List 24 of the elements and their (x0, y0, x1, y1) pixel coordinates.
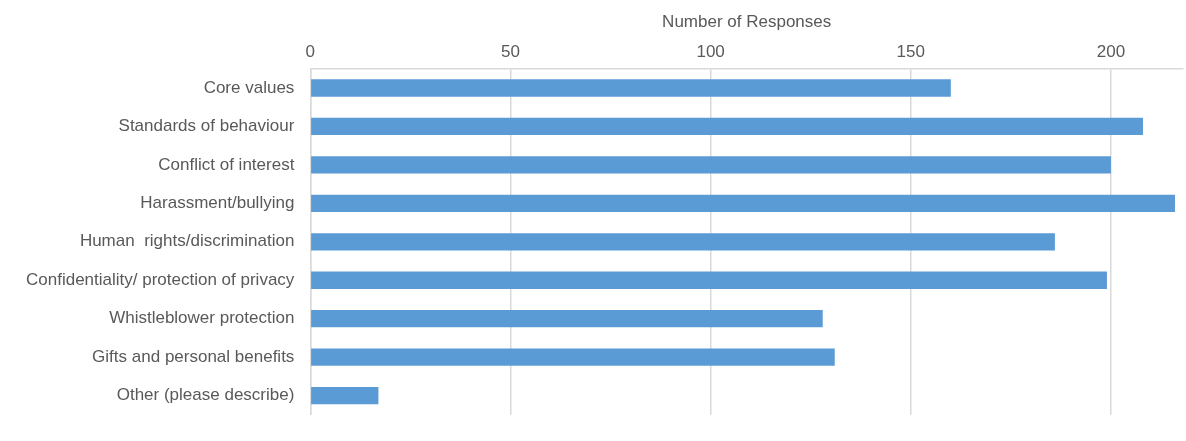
bar (311, 310, 823, 328)
bar (311, 233, 1055, 251)
y-tick-label: Conflict of interest (158, 154, 295, 174)
y-tick-label: Whistleblower protection (109, 308, 295, 328)
x-axis-title: Number of Responses (662, 11, 832, 31)
x-tick-label: 50 (501, 42, 520, 62)
y-tick-label: Confidentiality/ protection of privacy (26, 269, 295, 289)
y-tick-label: Other (please describe) (116, 385, 295, 405)
bar (311, 117, 1143, 136)
bar (311, 271, 1107, 289)
bar (311, 156, 1111, 174)
x-tick-label: 100 (696, 42, 725, 62)
y-tick-label: Human rights/discrimination (79, 231, 295, 251)
bar (311, 79, 951, 97)
x-tick-label: 200 (1096, 42, 1126, 62)
y-tick-label: Harassment/bullying (140, 193, 295, 213)
bar (311, 194, 1175, 213)
y-tick-label: Gifts and personal benefits (92, 346, 295, 366)
y-tick-label: Standards of behaviour (118, 116, 295, 136)
y-tick-label: Core values (203, 77, 295, 97)
x-tick-label: 0 (305, 42, 316, 62)
bar (311, 386, 379, 405)
x-tick-label: 150 (896, 42, 925, 62)
bar (311, 348, 835, 366)
